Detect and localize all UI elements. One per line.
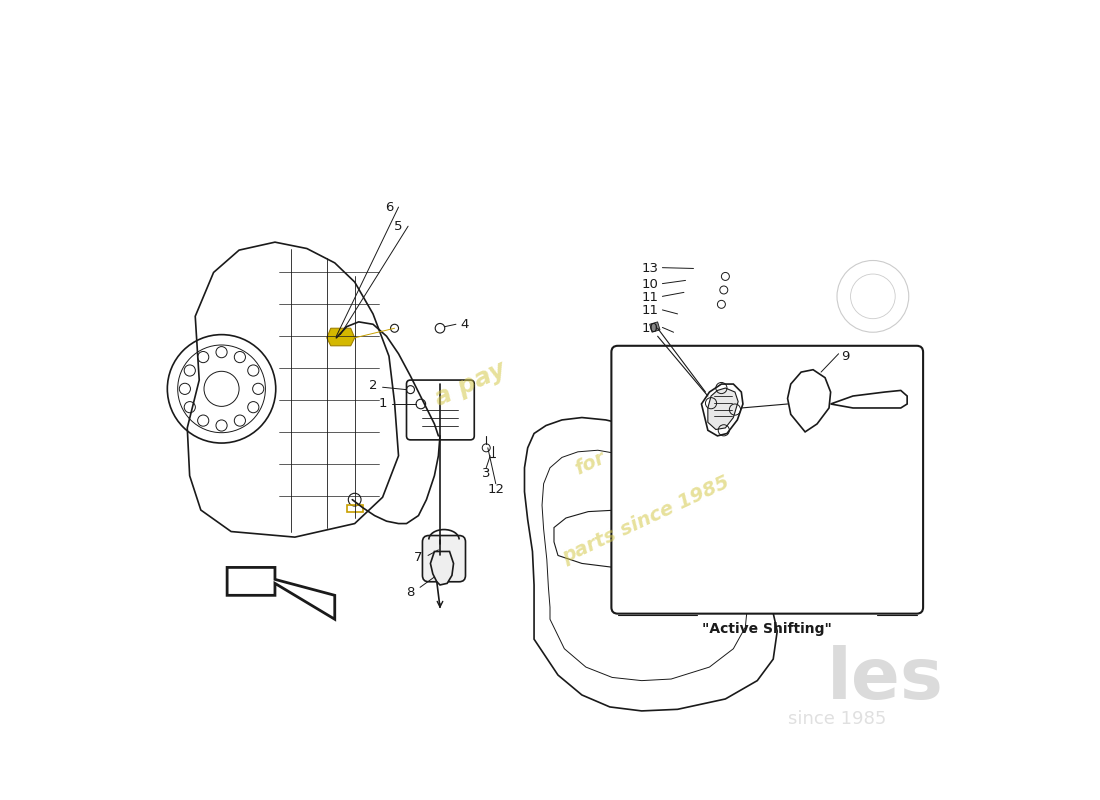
Text: 12: 12 (487, 482, 504, 496)
Text: 2: 2 (368, 379, 377, 392)
Text: 6: 6 (385, 201, 393, 214)
Text: "Active Shifting": "Active Shifting" (702, 622, 833, 636)
Text: 7: 7 (415, 551, 422, 564)
Text: les: les (826, 645, 944, 714)
Text: for: for (572, 449, 608, 479)
Polygon shape (650, 322, 660, 332)
Polygon shape (227, 567, 334, 619)
Text: 11: 11 (641, 304, 658, 318)
Text: 5: 5 (394, 220, 403, 233)
Text: 4: 4 (461, 318, 469, 330)
Polygon shape (708, 388, 738, 430)
Text: 13: 13 (641, 262, 658, 275)
Text: since 1985: since 1985 (788, 710, 887, 728)
Text: a pay: a pay (431, 357, 509, 411)
Text: 8: 8 (406, 586, 415, 599)
FancyBboxPatch shape (612, 346, 923, 614)
Text: parts since 1985: parts since 1985 (559, 472, 733, 566)
Polygon shape (430, 551, 453, 585)
Text: 9: 9 (840, 350, 849, 362)
Polygon shape (327, 328, 354, 346)
Text: 1: 1 (378, 398, 387, 410)
Text: 10: 10 (641, 278, 658, 291)
Text: 11: 11 (641, 291, 658, 305)
FancyBboxPatch shape (422, 535, 465, 582)
Text: 10: 10 (641, 322, 658, 334)
Text: 3: 3 (482, 467, 491, 480)
